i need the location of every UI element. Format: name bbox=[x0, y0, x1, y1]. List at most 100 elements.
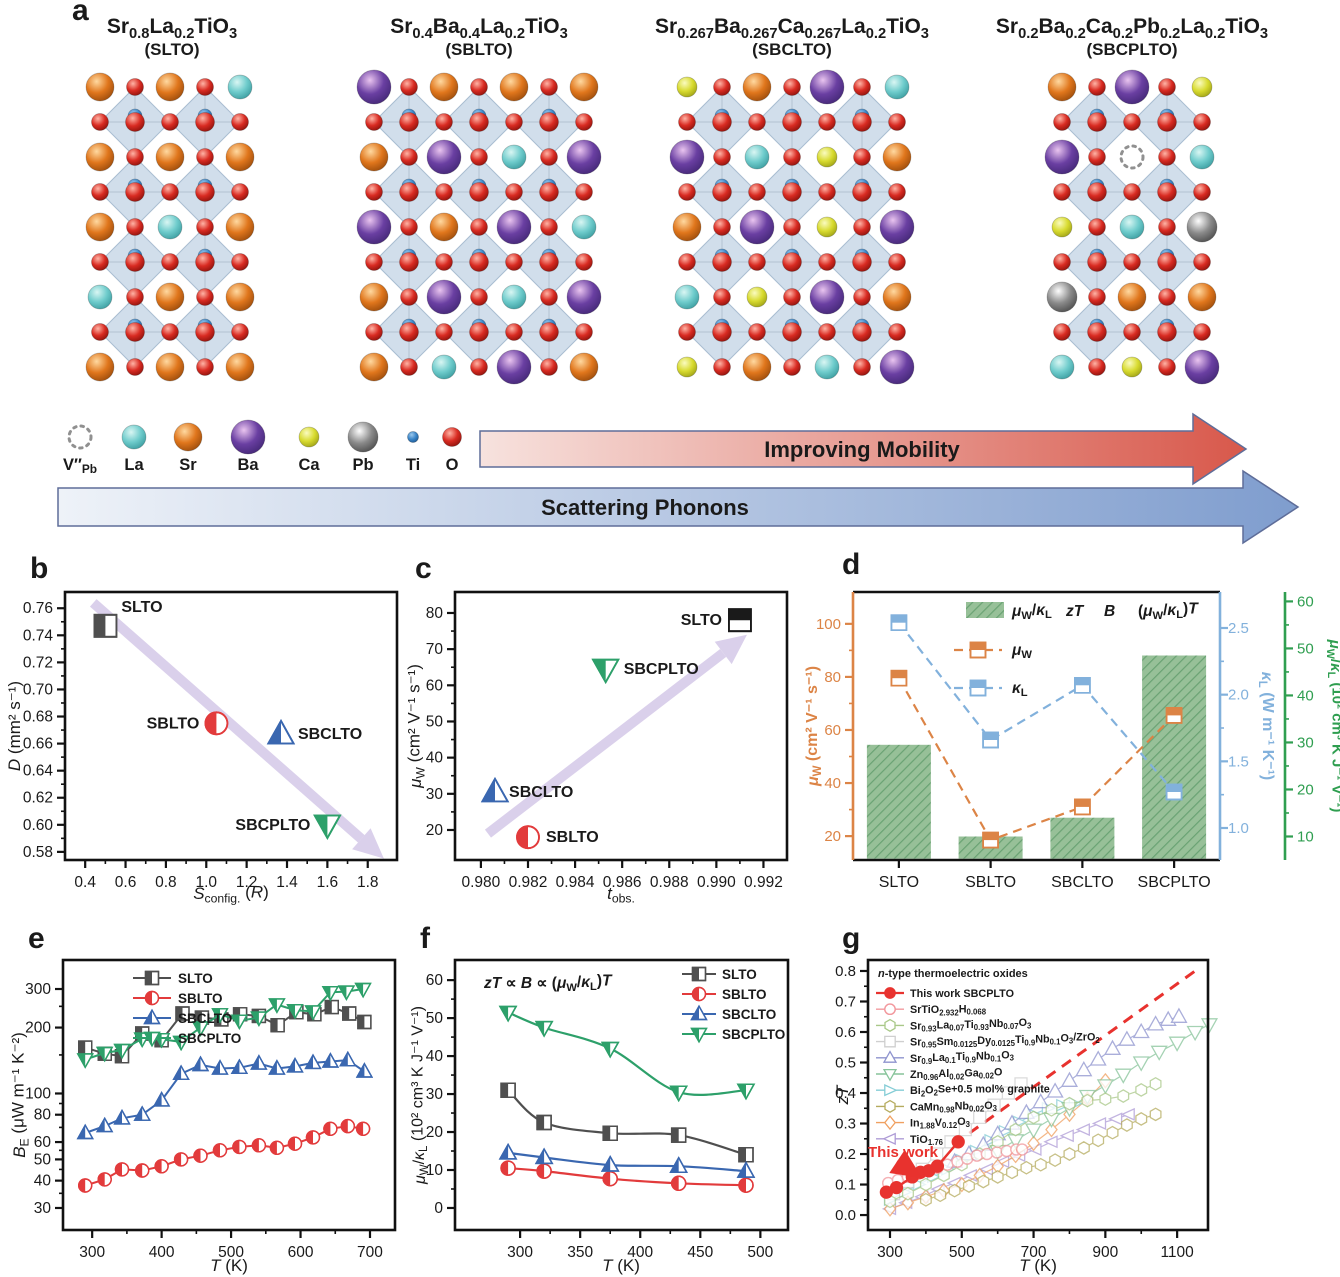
svg-text:40: 40 bbox=[426, 1048, 444, 1065]
svg-text:Ti: Ti bbox=[406, 456, 420, 474]
svg-text:T (K): T (K) bbox=[602, 1256, 640, 1275]
svg-text:0.982: 0.982 bbox=[509, 874, 548, 891]
svg-text:O: O bbox=[446, 456, 459, 474]
svg-text:0.7: 0.7 bbox=[835, 993, 856, 1010]
svg-text:20: 20 bbox=[426, 822, 444, 839]
svg-text:κL (W m⁻¹ K⁻¹): κL (W m⁻¹ K⁻¹) bbox=[1256, 672, 1276, 781]
svg-text:200: 200 bbox=[25, 1020, 51, 1037]
g-series bbox=[989, 1018, 1219, 1161]
svg-text:0.62: 0.62 bbox=[23, 790, 53, 807]
g-series bbox=[883, 1097, 1083, 1207]
svg-text:μW (cm² V⁻¹ s⁻¹): μW (cm² V⁻¹ s⁻¹) bbox=[804, 666, 824, 787]
structure-1 bbox=[356, 69, 602, 385]
panel-letter-g: g bbox=[842, 922, 861, 955]
svg-text:1.0: 1.0 bbox=[195, 874, 217, 891]
structure-2 bbox=[669, 69, 915, 385]
svg-text:40: 40 bbox=[426, 750, 444, 767]
svg-text:500: 500 bbox=[949, 1244, 975, 1261]
svg-text:This work: This work bbox=[868, 1144, 939, 1161]
svg-text:0.70: 0.70 bbox=[23, 681, 54, 698]
svg-text:BE (μW m⁻¹ K⁻²): BE (μW m⁻¹ K⁻²) bbox=[9, 1032, 32, 1158]
svg-text:0.986: 0.986 bbox=[603, 874, 642, 891]
svg-text:0.8: 0.8 bbox=[155, 874, 177, 891]
g-series bbox=[883, 1072, 1112, 1217]
svg-text:SBCLTO: SBCLTO bbox=[509, 784, 573, 801]
svg-text:Bi2O2Se+0.5 mol% graphite: Bi2O2Se+0.5 mol% graphite bbox=[910, 1084, 1050, 1099]
series-SBCPLTO bbox=[498, 1005, 756, 1103]
svg-text:μW: μW bbox=[1011, 642, 1032, 661]
svg-text:2.0: 2.0 bbox=[1228, 687, 1249, 704]
svg-text:50: 50 bbox=[426, 713, 444, 730]
svg-text:SLTO: SLTO bbox=[722, 967, 757, 982]
point-SBCLTO: SBCLTO bbox=[266, 719, 362, 745]
bar-SBCPLTO bbox=[1142, 655, 1207, 859]
svg-text:60: 60 bbox=[426, 972, 444, 989]
svg-text:SBLTO: SBLTO bbox=[722, 987, 767, 1002]
svg-text:400: 400 bbox=[627, 1244, 653, 1261]
svg-text:0.1: 0.1 bbox=[835, 1177, 856, 1194]
line-orange bbox=[890, 669, 1183, 849]
svg-text:60: 60 bbox=[824, 722, 841, 739]
point-SLTO: SLTO bbox=[681, 608, 752, 633]
svg-text:0.6: 0.6 bbox=[835, 1024, 856, 1041]
svg-text:10: 10 bbox=[1297, 828, 1314, 845]
svg-text:SBCPLTO: SBCPLTO bbox=[624, 661, 699, 678]
svg-text:50: 50 bbox=[426, 1010, 444, 1027]
svg-text:Sr0.95Sm0.0125Dy0.0125Ti0.9Nb0: Sr0.95Sm0.0125Dy0.0125Ti0.9Nb0.1O3/ZrO2 bbox=[910, 1032, 1100, 1050]
svg-text:700: 700 bbox=[1021, 1244, 1047, 1261]
point-SBLTO: SBLTO bbox=[147, 711, 229, 736]
svg-text:1.6: 1.6 bbox=[317, 874, 339, 891]
svg-text:0.990: 0.990 bbox=[697, 874, 736, 891]
structure-title-sblto: Sr0.4Ba0.4La0.2TiO3 bbox=[390, 15, 568, 43]
series-SBCPLTO bbox=[76, 982, 372, 1069]
svg-text:0.4: 0.4 bbox=[835, 1085, 856, 1102]
svg-text:1.8: 1.8 bbox=[357, 874, 379, 891]
g-series bbox=[919, 1107, 1162, 1207]
svg-text:30: 30 bbox=[426, 786, 444, 803]
svg-text:TiO1.76: TiO1.76 bbox=[910, 1134, 944, 1147]
point-SBLTO: SBLTO bbox=[516, 825, 599, 850]
structure-abbr-sbcplto: (SBCPLTO) bbox=[1086, 40, 1178, 59]
g-series bbox=[886, 1077, 1028, 1201]
svg-text:0.4: 0.4 bbox=[74, 874, 96, 891]
svg-text:SrTiO2.932H0.068: SrTiO2.932H0.068 bbox=[910, 1003, 987, 1017]
svg-text:450: 450 bbox=[687, 1244, 713, 1261]
svg-text:1.2: 1.2 bbox=[236, 874, 258, 891]
svg-text:0.5: 0.5 bbox=[835, 1055, 856, 1072]
svg-text:20: 20 bbox=[426, 1124, 444, 1141]
svg-text:20: 20 bbox=[824, 828, 841, 845]
svg-text:80: 80 bbox=[34, 1107, 52, 1124]
panel-letter-e: e bbox=[28, 922, 45, 955]
svg-text:500: 500 bbox=[218, 1244, 244, 1261]
svg-text:B: B bbox=[1104, 603, 1115, 620]
structure-abbr-slto: (SLTO) bbox=[144, 40, 200, 59]
svg-text:0.3: 0.3 bbox=[835, 1116, 856, 1133]
svg-text:SBCLTO: SBCLTO bbox=[1051, 874, 1114, 891]
g-series bbox=[879, 1135, 965, 1199]
panel-g-legend: n-type thermoelectric oxides This work SB… bbox=[876, 968, 1100, 1147]
svg-text:1.5: 1.5 bbox=[1228, 753, 1249, 770]
panel-c-trend-arrow bbox=[484, 634, 747, 838]
series-SBLTO bbox=[500, 1160, 754, 1193]
this-work-annotation: This work bbox=[868, 1144, 939, 1178]
svg-text:Sr0.9La0.1Ti0.9Nb0.1O3: Sr0.9La0.1Ti0.9Nb0.1O3 bbox=[910, 1050, 1015, 1066]
svg-text:SBLTO: SBLTO bbox=[965, 874, 1016, 891]
svg-text:600: 600 bbox=[288, 1244, 314, 1261]
svg-text:SBCLTO: SBCLTO bbox=[722, 1007, 776, 1022]
svg-text:2.5: 2.5 bbox=[1228, 620, 1249, 637]
svg-text:60: 60 bbox=[34, 1134, 52, 1151]
svg-text:Pb: Pb bbox=[352, 456, 373, 474]
svg-text:300: 300 bbox=[79, 1244, 105, 1261]
svg-text:40: 40 bbox=[34, 1173, 52, 1190]
svg-text:40: 40 bbox=[824, 775, 841, 792]
svg-text:La: La bbox=[124, 456, 144, 474]
point-SBCPLTO: SBCPLTO bbox=[235, 814, 342, 840]
svg-text:0.984: 0.984 bbox=[556, 874, 595, 891]
svg-text:SBLTO: SBLTO bbox=[147, 715, 200, 732]
svg-text:μW (cm² V⁻¹ s⁻¹): μW (cm² V⁻¹ s⁻¹) bbox=[405, 664, 428, 789]
structure-0 bbox=[85, 72, 255, 382]
